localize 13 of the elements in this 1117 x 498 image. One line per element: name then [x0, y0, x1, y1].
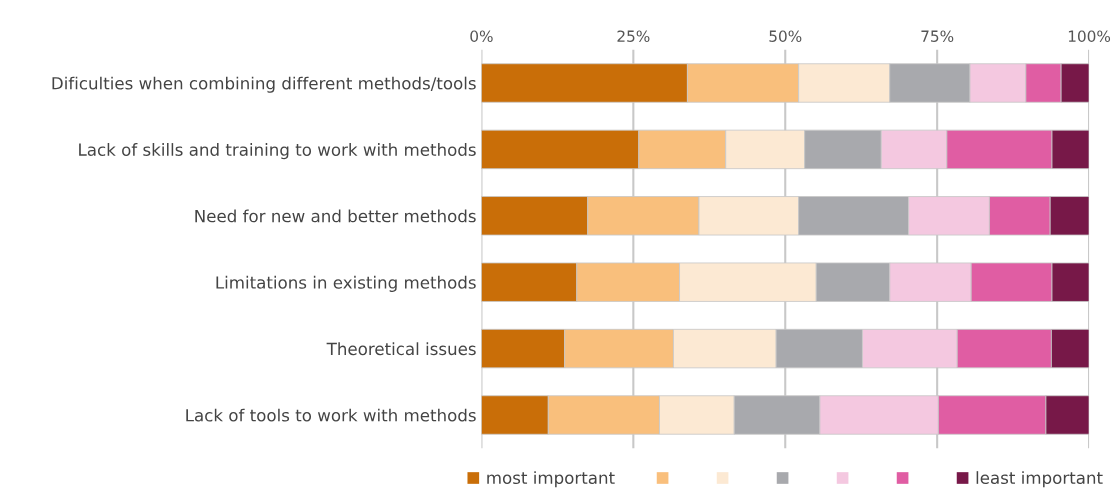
x-tick-label: 25% — [617, 30, 650, 42]
legend-label: most important — [487, 471, 615, 488]
y-tick-label: Lack of skills and training to work with methods — [79, 143, 476, 160]
x-tick-label: 75% — [921, 30, 954, 42]
y-tick-label: Need for new and better methods — [195, 209, 476, 223]
x-tick-label: 100% — [1068, 30, 1111, 42]
legend-label: least important — [976, 471, 1103, 488]
y-tick-label: Theoretical issues — [326, 342, 476, 356]
y-tick-label: Limitations in existing methods — [216, 275, 476, 292]
y-tick-label: Lack of tools to work with methods — [186, 408, 476, 422]
y-tick-label: Dificulties when combining different methods/tools — [52, 76, 476, 93]
x-tick-label: 0% — [470, 30, 493, 42]
x-tick-label: 50% — [769, 30, 802, 42]
